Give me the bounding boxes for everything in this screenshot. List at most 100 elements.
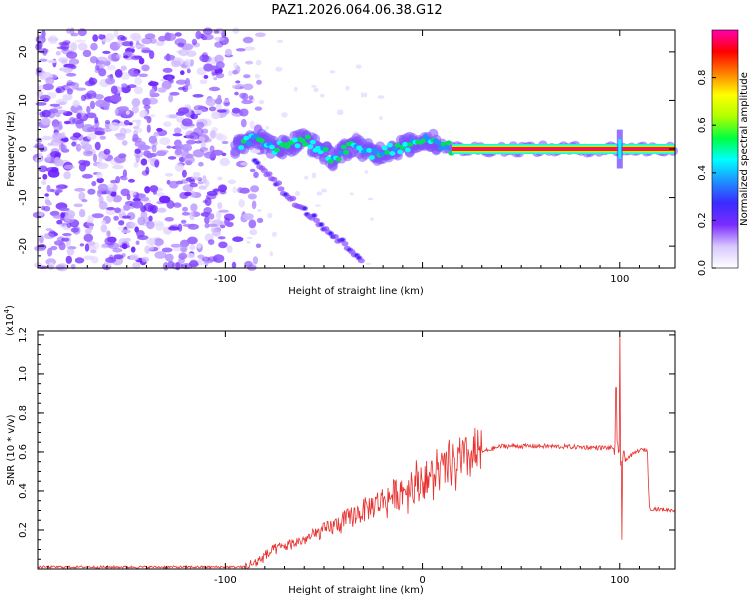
spectrogram-noise-cell xyxy=(66,88,73,95)
spectrogram-noise-cell xyxy=(370,217,374,221)
spectrogram-noise-cell xyxy=(47,264,55,270)
spectrogram-noise-cell xyxy=(164,217,174,222)
spectrogram-noise-cell xyxy=(345,85,350,91)
spectrogram-ridge-core xyxy=(435,140,442,146)
spectrogram-noise-cell xyxy=(76,113,82,119)
spectrogram-noise-cell xyxy=(96,177,104,184)
spectrogram-noise-cell xyxy=(136,230,145,238)
spectrogram-noise-cell xyxy=(197,181,204,185)
spectrogram-noise-cell xyxy=(174,127,182,134)
spectrogram-noise-cell xyxy=(90,249,97,254)
spectrogram-noise-cell xyxy=(86,90,97,99)
spectrogram-noise-cell xyxy=(107,74,113,79)
spectrogram-ridge-core xyxy=(292,137,298,143)
spectrogram-noise-cell xyxy=(87,126,97,133)
spectrogram-noise-cell xyxy=(219,190,227,195)
spectrogram-noise-cell xyxy=(153,131,159,137)
spectrogram-noise-cell xyxy=(253,171,259,179)
snr-xtick-label: 100 xyxy=(610,575,629,586)
spectrogram-noise-cell xyxy=(364,170,369,174)
spectrogram-noise-cell xyxy=(174,38,187,46)
spectrogram-noise-cell xyxy=(43,205,51,212)
spectrogram-noise-cell xyxy=(94,141,101,151)
spectrogram-noise-cell xyxy=(269,251,273,257)
spectrogram-noise-cell xyxy=(189,182,198,188)
spectrogram-noise-cell xyxy=(42,173,48,180)
spectrogram-noise-cell xyxy=(39,58,48,62)
spectrogram-noise-cell xyxy=(114,155,126,164)
spectrogram-noise-cell xyxy=(137,216,146,226)
spectrogram-noise-cell xyxy=(180,243,188,253)
spectrogram-noise-cell xyxy=(53,105,63,110)
spectrogram-noise-cell xyxy=(198,161,204,167)
spectrogram-ridge-core xyxy=(422,134,429,140)
spectrogram-noise-cell xyxy=(100,127,112,133)
spectrogram-noise-cell xyxy=(73,99,79,108)
spectrogram-noise-cell xyxy=(217,94,222,102)
spectrogram-ylabel: Frequency (Hz) xyxy=(6,111,17,187)
spectrogram-noise-cell xyxy=(208,106,217,112)
spectrogram-noise-cell xyxy=(182,223,195,227)
spectrogram-noise-cell xyxy=(156,127,163,132)
spectrogram-noise-cell xyxy=(134,148,141,154)
spectrogram-noise-cell xyxy=(135,44,142,49)
spectrogram-noise-cell xyxy=(63,120,71,125)
spectrogram-noise-cell xyxy=(157,87,167,93)
spectrogram-noise-cell xyxy=(113,30,119,38)
spectrogram-noise-cell xyxy=(192,149,205,158)
spectrogram-noise-cell xyxy=(211,111,221,120)
spectrogram-noise-cell xyxy=(192,94,204,98)
spectrogram-noise-cell xyxy=(181,43,194,51)
spectrogram-noise-cell xyxy=(175,180,184,185)
spectrogram-noise-cell xyxy=(84,228,92,235)
spectrogram-noise-cell xyxy=(106,207,115,211)
spectrogram-noise-cell xyxy=(189,132,200,140)
spectrogram-noise-cell xyxy=(148,215,153,222)
spectrogram-noise-cell xyxy=(199,79,208,84)
spectrogram-noise-cell xyxy=(38,165,48,173)
spectrogram-noise-cell xyxy=(157,207,167,213)
spectrogram-ridge-core xyxy=(379,151,386,157)
snr-ytick-label: 0.2 xyxy=(18,522,29,538)
spectrogram-noise-cell xyxy=(100,224,108,233)
spectrogram-ridge-core xyxy=(392,146,398,152)
spectrogram-noise-cell xyxy=(75,87,87,91)
spectrogram-noise-cell xyxy=(82,143,93,151)
spectrogram-noise-cell xyxy=(223,213,235,221)
spectrogram-noise-cell xyxy=(185,123,195,127)
spectrogram-noise-cell xyxy=(49,103,60,107)
spectrogram-ridge-core xyxy=(394,142,401,148)
spectrogram-noise-cell xyxy=(321,188,328,193)
spectrogram-noise-cell xyxy=(38,48,49,54)
spectrogram-noise-cell xyxy=(42,97,49,103)
spectrogram-noise-cell xyxy=(120,176,128,181)
spectrogram-noise-cell xyxy=(84,243,90,252)
spectrogram-noise-cell xyxy=(101,219,107,225)
spectrogram-noise-cell xyxy=(79,209,86,218)
spectrogram-noise-cell xyxy=(172,133,183,137)
spectrogram-noise-cell xyxy=(83,233,94,242)
spectrogram-xtick-label: -100 xyxy=(214,274,237,285)
spectrogram-ridge-core xyxy=(268,144,275,150)
spectrogram-noise-cell xyxy=(96,162,109,169)
spectrogram-noise-cell xyxy=(96,171,103,179)
spectrogram-noise-cell xyxy=(88,77,98,85)
spectrogram-noise-cell xyxy=(164,172,174,177)
snr-background xyxy=(38,331,675,569)
spectrogram-noise-cell xyxy=(190,113,199,120)
spectrogram-noise-cell xyxy=(42,83,54,91)
spectrogram-noise-cell xyxy=(82,49,92,58)
spectrogram-noise-cell xyxy=(221,152,227,157)
spectrogram-noise-cell xyxy=(55,51,61,56)
spectrogram-noise-cell xyxy=(122,169,127,179)
spectrogram-noise-cell xyxy=(66,51,78,59)
spectrogram-noise-cell xyxy=(166,145,172,149)
spectrogram-noise-cell xyxy=(85,112,97,119)
spectrogram-noise-cell xyxy=(175,261,180,271)
spectrogram-noise-cell xyxy=(336,109,344,116)
spectrogram-y-ticks: -20 -10 0 10 20 xyxy=(18,31,675,267)
spectrogram-ridge-core xyxy=(384,150,391,155)
spectrogram-noise-cell xyxy=(218,241,228,249)
spectrogram-noise-cell xyxy=(219,224,226,229)
